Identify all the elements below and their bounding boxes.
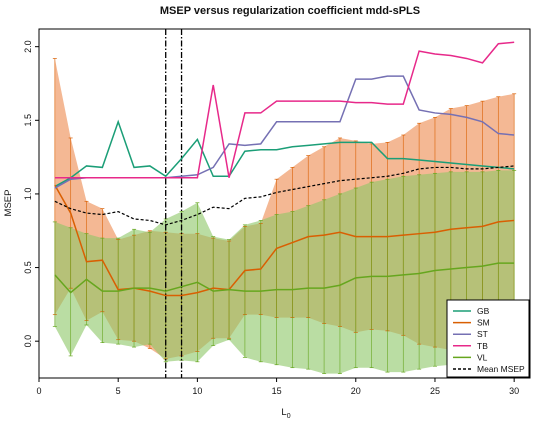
series-line-vl [54,262,515,294]
x-axis-label: L0 [281,407,290,420]
y-axis-label: MSEP [3,190,14,217]
legend-label-tb: TB [477,341,488,351]
x-tick-label: 10 [192,386,202,396]
band-vl [54,170,515,374]
x-axis-label-subscript: 0 [287,413,291,420]
x-tick-label: 15 [272,386,282,396]
series-line-tb [54,41,515,179]
series-line-mean-msep [54,165,515,226]
y-tick-label: 1.5 [23,114,33,127]
legend-label-mean-msep: Mean MSEP [477,364,525,374]
x-tick-label: 25 [430,386,440,396]
x-tick-label: 5 [116,386,121,396]
chart-title: MSEP versus regularization coefficient m… [160,5,420,17]
legend-label-st: ST [477,329,488,339]
plot-frame [38,28,531,379]
y-tick-label: 1.0 [23,188,33,201]
x-tick-label: 30 [509,386,519,396]
plot-area [52,29,517,378]
legend-box [446,299,530,378]
legend-label-sm: SM [477,318,490,328]
y-axis: 0.0 0.5 1.0 1.5 2.0 [23,40,39,347]
x-tick-label: 0 [36,386,41,396]
y-tick-label: 0.0 [23,335,33,348]
legend-label-gb: GB [477,306,490,316]
series-line-gb [54,119,515,188]
x-axis: 0 5 10 15 20 25 30 [36,378,519,396]
y-tick-label: 2.0 [23,40,33,53]
x-tick-label: 20 [351,386,361,396]
legend-label-vl: VL [477,352,488,362]
y-tick-label: 0.5 [23,261,33,274]
